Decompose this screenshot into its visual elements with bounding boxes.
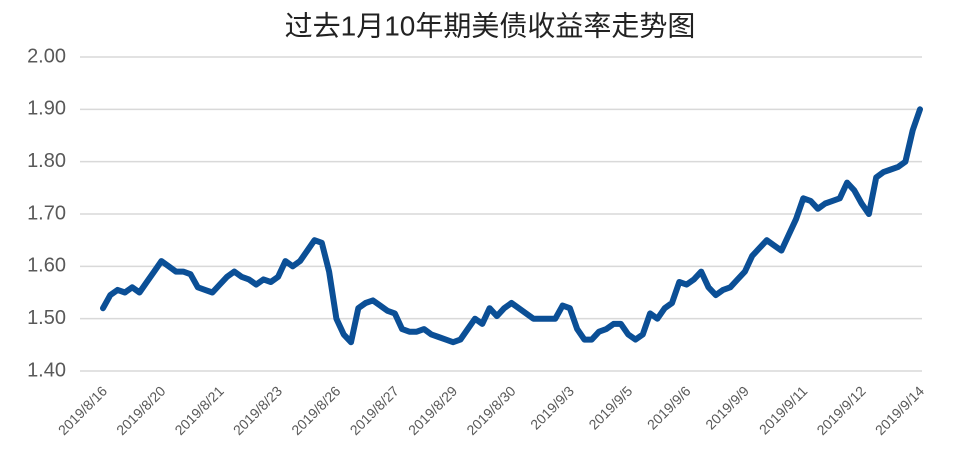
chart-title: 过去1月10年期美债收益率走势图	[285, 10, 696, 41]
y-tick-label: 2.00	[27, 45, 66, 67]
x-tick-label: 2019/8/29	[405, 383, 461, 439]
y-tick-label: 1.70	[27, 202, 66, 224]
x-tick-label: 2019/9/11	[756, 383, 811, 438]
y-tick-label: 1.60	[27, 255, 66, 277]
x-tick-label: 2019/8/30	[463, 383, 519, 439]
x-tick-label: 2019/9/6	[644, 383, 694, 433]
x-tick-label: 2019/9/5	[585, 383, 635, 433]
y-tick-label: 1.90	[27, 98, 66, 120]
x-tick-label: 2019/9/3	[527, 383, 577, 433]
x-tick-label: 2019/9/9	[702, 383, 752, 433]
x-tick-label: 2019/9/12	[813, 383, 869, 439]
x-tick-label: 2019/8/27	[347, 383, 403, 439]
x-tick-label: 2019/8/26	[288, 383, 344, 439]
x-tick-label: 2019/8/16	[55, 383, 111, 439]
y-tick-label: 1.80	[27, 150, 66, 172]
x-tick-label: 2019/8/21	[171, 383, 227, 439]
x-tick-label: 2019/8/23	[230, 383, 286, 439]
x-tick-label: 2019/9/14	[872, 383, 928, 439]
x-tick-label: 2019/8/20	[113, 383, 169, 439]
y-tick-label: 1.50	[27, 307, 66, 329]
line	[100, 106, 923, 346]
y-tick-label: 1.40	[27, 359, 66, 381]
